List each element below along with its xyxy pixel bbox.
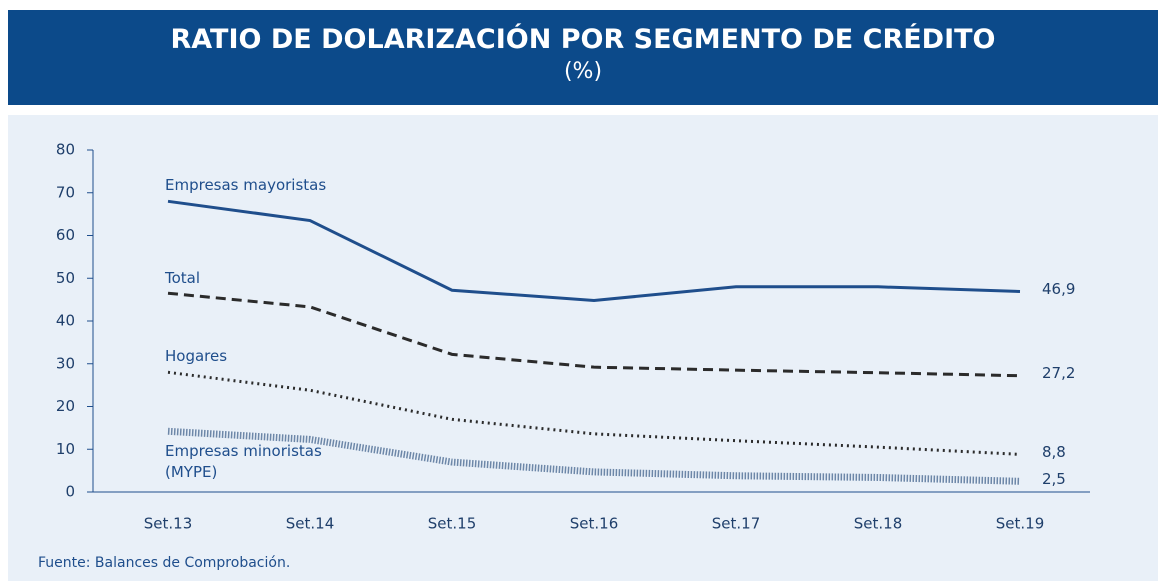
y-tick-label: 60 [56, 226, 75, 244]
value-label: 46,9 [1042, 280, 1075, 298]
chart-title: RATIO DE DOLARIZACIÓN POR SEGMENTO DE CR… [170, 24, 996, 55]
plot-background [8, 115, 1158, 581]
series-line [167, 427, 1021, 485]
series-label: Empresas minoristas (MYPE) [165, 442, 322, 481]
series-line [167, 370, 1021, 456]
chart-subtitle: (%) [563, 59, 603, 84]
y-tick-label: 70 [56, 183, 75, 201]
series-line [167, 199, 1021, 302]
value-label: 8,8 [1042, 443, 1066, 461]
x-tick-label: Set.18 [854, 515, 903, 533]
y-tick-label: 10 [56, 440, 75, 458]
y-tick-label: 20 [56, 397, 75, 415]
y-tick-label: 50 [56, 269, 75, 287]
source: Fuente: Balances de Comprobación. [38, 555, 291, 571]
x-tick-label: Set.15 [428, 515, 477, 533]
series-label: Empresas mayoristas [165, 176, 327, 194]
series-line [167, 291, 1021, 378]
series-label: Hogares [165, 347, 228, 365]
x-tick-label: Set.16 [570, 515, 619, 533]
header: RATIO DE DOLARIZACIÓN POR SEGMENTO DE CR… [8, 10, 1158, 105]
y-tick-label: 40 [56, 312, 75, 330]
value-label: 2,5 [1042, 470, 1066, 488]
y-tick-label: 30 [56, 354, 75, 372]
value-label: 27,2 [1042, 364, 1075, 382]
x-tick-label: Set.13 [144, 515, 193, 533]
y-tick-label: 80 [56, 141, 75, 159]
x-tick-label: Set.17 [712, 515, 761, 533]
x-tick-label: Set.14 [286, 515, 335, 533]
x-tick-label: Set.19 [996, 515, 1045, 533]
series-label: Total [165, 269, 201, 287]
y-tick-label: 0 [65, 483, 75, 501]
